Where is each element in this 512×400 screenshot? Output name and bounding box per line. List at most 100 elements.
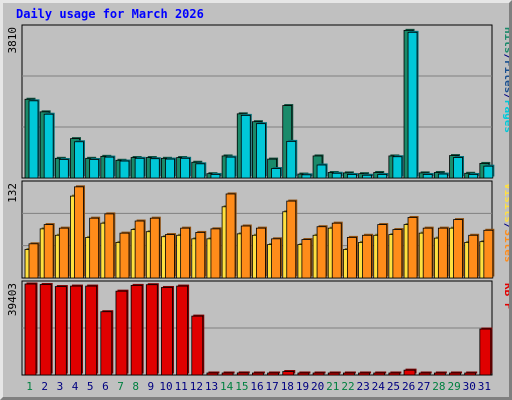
- bar-sites: [331, 222, 342, 279]
- bar-pages: [149, 158, 160, 179]
- bar-shadow: [390, 371, 402, 374]
- bar-shadow: [435, 371, 447, 374]
- day-label: 3: [57, 380, 64, 393]
- chart-title: Daily usage for March 2026: [16, 7, 204, 21]
- legend-entry: Hits: [502, 27, 509, 54]
- bar-sites: [89, 217, 100, 279]
- bar-pages: [256, 123, 266, 179]
- day-label: 20: [311, 380, 324, 393]
- bar-sites: [256, 227, 266, 279]
- bar-sites: [271, 238, 281, 279]
- bar-pages: [89, 159, 100, 179]
- bar-sites: [468, 234, 479, 279]
- day-label: 12: [190, 380, 203, 393]
- bar-sites: [453, 219, 463, 279]
- day-label: 17: [266, 380, 279, 393]
- bar-pages: [225, 156, 236, 179]
- bar-sites: [240, 225, 251, 279]
- bar-sites: [104, 213, 115, 279]
- bar-kb-f: [252, 372, 264, 376]
- bar-shadow: [253, 371, 265, 374]
- day-label: 4: [72, 380, 79, 393]
- day-label: 19: [296, 380, 309, 393]
- legend: Hits/Files/Pages: [502, 27, 509, 133]
- bar-shadow: [375, 371, 387, 374]
- bar-pages: [407, 31, 418, 179]
- bar-pages: [134, 157, 145, 179]
- bar-pages: [453, 157, 463, 179]
- bar-kb-f: [464, 372, 477, 376]
- bar-kb-f: [85, 285, 98, 376]
- day-label: 22: [341, 380, 354, 393]
- bar-kb-f: [39, 284, 52, 376]
- bar-shadow: [344, 371, 356, 374]
- bar-kb-f: [70, 285, 82, 376]
- bar-shadow: [238, 371, 250, 374]
- panel-bottom: 39403 KB F: [6, 280, 509, 376]
- bar-kb-f: [403, 369, 416, 376]
- bar-pages: [437, 173, 448, 179]
- bar-sites: [407, 217, 418, 279]
- day-label: 8: [132, 380, 139, 393]
- y-axis-max-label: 132: [6, 183, 19, 203]
- day-label: 31: [478, 380, 491, 393]
- bar-kb-f: [342, 372, 355, 376]
- bar-kb-f: [297, 372, 310, 376]
- bar-pages: [165, 158, 175, 179]
- bar-sites: [392, 229, 403, 279]
- day-label: 15: [235, 380, 248, 393]
- bar-kb-f: [191, 315, 204, 376]
- bar-sites: [149, 217, 160, 279]
- bar-kb-f: [130, 284, 143, 376]
- day-label: 25: [387, 380, 400, 393]
- bar-shadow: [269, 371, 281, 374]
- bar-sites: [437, 227, 448, 279]
- bar-shadow: [299, 371, 311, 374]
- bar-pages: [210, 174, 221, 179]
- bar-kb-f: [54, 286, 67, 376]
- bar-sites: [210, 228, 221, 279]
- day-label: 23: [357, 380, 370, 393]
- day-label: 13: [205, 380, 218, 393]
- legend: KB F: [502, 283, 509, 310]
- bar-kb-f: [358, 372, 370, 376]
- bar-kb-f: [282, 371, 295, 376]
- bar-kb-f: [206, 372, 219, 376]
- bar-kb-f: [236, 372, 249, 376]
- bar-sites: [134, 220, 145, 279]
- bar-shadow: [208, 371, 220, 374]
- legend-entry: Visits: [502, 183, 509, 223]
- day-label: 28: [432, 380, 445, 393]
- bar-sites: [377, 224, 388, 279]
- day-label: 11: [175, 380, 188, 393]
- day-label: 5: [87, 380, 94, 393]
- bar-sites: [74, 186, 84, 279]
- bar-kb-f: [176, 285, 189, 376]
- day-label: 24: [372, 380, 386, 393]
- day-label: 7: [117, 380, 124, 393]
- legend-entry: Files: [502, 60, 509, 93]
- day-label: 30: [463, 380, 476, 393]
- bar-kb-f: [327, 372, 340, 376]
- bar-pages: [362, 174, 372, 179]
- bar-pages: [331, 172, 342, 179]
- bar-kb-f: [221, 372, 234, 376]
- bar-pages: [180, 157, 191, 179]
- bar-kb-f: [145, 284, 158, 376]
- bar-sites: [422, 227, 433, 279]
- bar-pages: [468, 174, 479, 179]
- bar-pages: [43, 113, 54, 179]
- usage-chart: Daily usage for March 2026 3810Hits/File…: [6, 7, 509, 393]
- bar-kb-f: [312, 372, 325, 376]
- bar-kb-f: [373, 372, 386, 376]
- bar-shadow: [420, 371, 432, 374]
- bar-shadow: [314, 371, 326, 374]
- day-label: 1: [26, 380, 33, 393]
- bar-sites: [225, 193, 236, 279]
- bar-shadow: [466, 371, 478, 374]
- day-label: 2: [41, 380, 48, 393]
- bar-shadow: [329, 371, 341, 374]
- bar-kb-f: [449, 372, 461, 376]
- legend-entry: /: [502, 223, 509, 230]
- bar-kb-f: [388, 372, 401, 376]
